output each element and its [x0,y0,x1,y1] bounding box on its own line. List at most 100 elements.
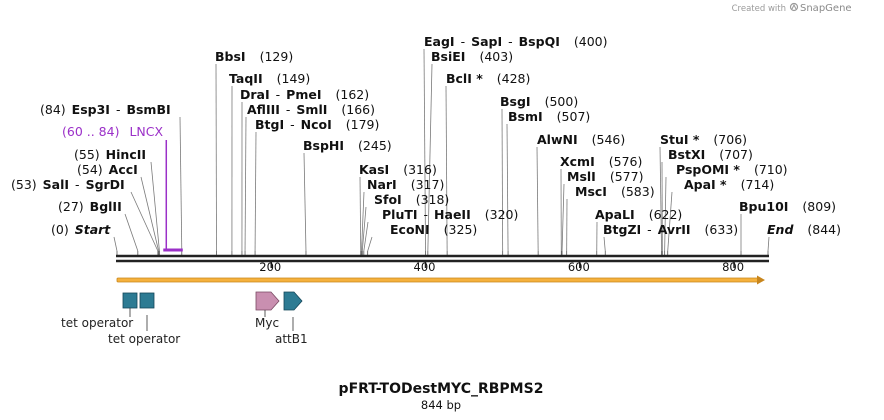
site-enzyme-name: BbsI [215,49,246,64]
site-position: (428) [497,71,531,86]
site-enzyme-name: ApaLI [595,207,635,222]
site-leader-line [363,221,369,252]
site-label: BstXI (707) [668,147,753,162]
site-position: (706) [713,132,747,147]
site-position: (583) [621,184,655,199]
site-label: (54) AccI [77,162,138,177]
credit-brand: SnapGene [800,3,852,14]
site-leader-line [664,176,667,252]
ruler: 200 400 600 800 [259,260,744,274]
site-position: (809) [802,199,836,214]
tet-operator-box [122,292,138,309]
site-label: (27) BglII [58,199,122,214]
svg-text:(60 .. 84) LNCX: (60 .. 84) LNCX [62,124,163,139]
site-position: (622) [649,207,683,222]
site-position: (403) [479,49,513,64]
feature-myc: Myc [255,291,280,330]
site-position: (0) [51,222,69,237]
site-separator: - [290,117,295,132]
site-leader-line [179,116,183,252]
attb1-arrow-icon [283,291,303,311]
site-label: PluTI - HaeII (320) [382,207,518,222]
site-label: BclI * (428) [446,71,530,86]
primer-range: (60 .. 84) [62,124,119,139]
primer-lncx: (60 .. 84) LNCX [62,124,183,252]
feature-tet-operator-2: tet operator [108,292,180,346]
site-leader-line [367,236,373,252]
site-label: NarI (317) [367,177,444,192]
site-enzyme-name: BglII [90,199,122,214]
site-enzyme-name: PluTI [382,207,418,222]
site-enzyme-name: SfoI [374,192,402,207]
site-enzyme-name: AccI [109,162,138,177]
site-leader-line [215,63,217,252]
site-label: EagI - SapI - BspQI (400) [424,34,607,49]
myc-tag-arrow-icon [255,291,280,311]
site-position: (633) [705,222,739,237]
site-leader-line [113,236,118,252]
ruler-tick-label: 800 [722,260,744,274]
site-enzyme-name: BsmBI [126,102,170,117]
site-position: (149) [277,71,311,86]
site-label: BtgI - NcoI (179) [255,117,379,132]
site-enzyme-name: SmlI [296,102,327,117]
site-leader-line [361,191,365,252]
ruler-tick-label: 400 [414,260,436,274]
site-leader-line [659,146,662,252]
site-separator: - [116,102,121,117]
primer-name: LNCX [129,124,163,139]
site-label: EcoNI (325) [390,222,477,237]
site-enzyme-name: EagI [424,34,455,49]
site-label: (53) SalI - SgrDI [11,177,125,192]
site-label: PspOMI * (710) [676,162,788,177]
site-enzyme-name: ApaI * [684,177,727,192]
site-label: DraI - PmeI (162) [240,87,369,102]
site-separator: - [508,34,513,49]
site-position: (53) [11,177,37,192]
site-position: (179) [346,117,380,132]
feature-label: attB1 [275,332,308,346]
site-position: (714) [741,177,775,192]
site-position: (166) [341,102,375,117]
site-leader-line [130,191,159,252]
orf-bar [116,277,759,283]
site-enzyme-name: SalI [43,177,69,192]
site-enzyme-name: TaqII [229,71,263,86]
site-leader-line [603,236,606,252]
site-position: (507) [557,109,591,124]
feature-attb1: attB1 [275,291,308,346]
site-position: (400) [574,34,608,49]
site-position: (576) [609,154,643,169]
site-label: ApaLI (622) [595,207,682,222]
site-label: StuI * (706) [660,132,747,147]
site-separator: - [461,34,466,49]
plasmid-length: 844 bp [421,398,461,412]
feature-label: Myc [255,316,279,330]
site-enzyme-name: KasI [359,162,389,177]
site-label: End (844) [767,222,841,237]
site-leaders [113,48,770,256]
site-label: BbsI (129) [215,49,293,64]
site-label: KasI (316) [359,162,437,177]
site-enzyme-name: DraI [240,87,270,102]
site-leader-line [124,213,139,252]
site-enzyme-name: BclI * [446,71,483,86]
site-leader-line [303,152,307,252]
ruler-tick-label: 600 [568,260,590,274]
site-leader-line [427,63,433,252]
site-enzyme-name: StuI * [660,132,700,147]
site-enzyme-name: AvrII [658,222,691,237]
site-enzyme-name: BtgZI [603,222,641,237]
site-enzyme-name: HaeII [434,207,471,222]
site-label: AflIII - SmlI (166) [247,102,375,117]
site-label: BsmI (507) [508,109,590,124]
site-enzyme-name: BsiEI [431,49,465,64]
site-label: Bpu10I (809) [739,199,836,214]
orf-arrowhead [757,275,765,285]
site-enzyme-name: PspOMI * [676,162,740,177]
plasmid-name: pFRT-TODestMYC_RBPMS2 [339,381,544,397]
site-position: (320) [485,207,519,222]
site-enzyme-name: PmeI [286,87,321,102]
site-position: (84) [40,102,66,117]
site-leader-line [140,176,160,252]
